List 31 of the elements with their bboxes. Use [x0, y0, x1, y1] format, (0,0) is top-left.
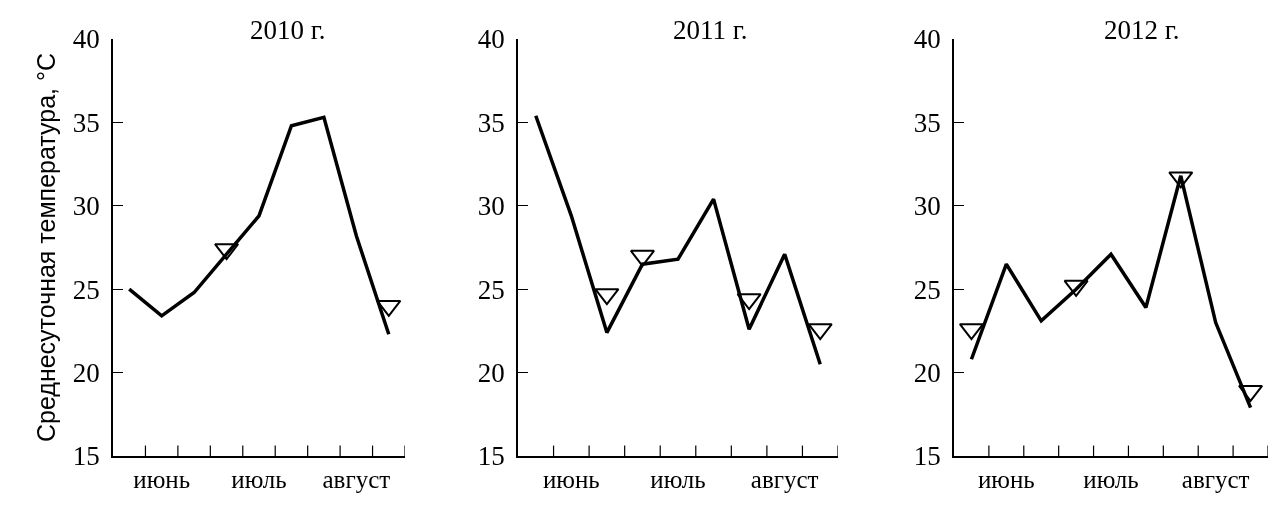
y-tick-label: 30 [477, 191, 505, 222]
y-tick-label: 15 [477, 441, 505, 472]
x-tick-label: июнь [133, 465, 191, 493]
y-tick-label: 35 [913, 107, 941, 138]
y-tick-label: 40 [477, 24, 505, 55]
y-tick-label: 30 [72, 191, 100, 222]
y-tick-label: 20 [477, 358, 505, 389]
x-tick-label: июль [1083, 465, 1139, 493]
y-tick-label: 25 [477, 274, 505, 305]
y-tick-label: 15 [913, 441, 941, 472]
y-tick-label: 35 [72, 107, 100, 138]
chart-title: 2010 г. [250, 15, 326, 45]
x-tick-label: август [1181, 465, 1250, 493]
y-tick-label: 25 [72, 274, 100, 305]
chart-title: 2012 г. [1104, 15, 1180, 45]
x-tick-label: август [322, 465, 391, 493]
x-tick-label: июль [231, 465, 287, 493]
x-tick-label: июнь [977, 465, 1035, 493]
y-tick-label: 20 [72, 358, 100, 389]
y-tick-label: 35 [477, 107, 505, 138]
y-tick-label: 15 [72, 441, 100, 472]
y-tick-label: 40 [72, 24, 100, 55]
y-tick-label: 30 [913, 191, 941, 222]
y-tick-label: 25 [913, 274, 941, 305]
x-tick-label: июль [650, 465, 706, 493]
y-tick-label: 40 [913, 24, 941, 55]
y-axis-title: Среднесуточная температура, °C [32, 52, 61, 443]
x-tick-label: июнь [542, 465, 600, 493]
x-tick-label: август [750, 465, 819, 493]
y-tick-label: 20 [913, 358, 941, 389]
chart-title: 2011 г. [673, 15, 748, 45]
